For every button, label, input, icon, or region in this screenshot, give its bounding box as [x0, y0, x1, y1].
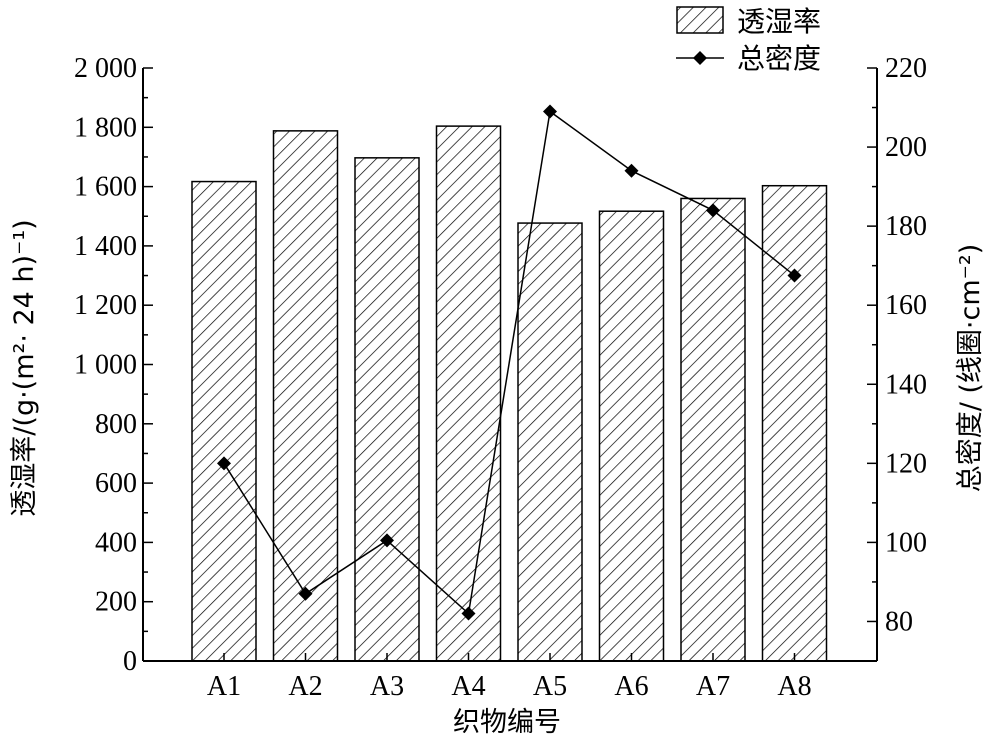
point-A1 — [217, 456, 231, 471]
y-right-tick-label: 220 — [885, 53, 927, 84]
line-series — [217, 104, 802, 621]
legend-bar-label: 透湿率 — [737, 5, 821, 38]
y-left-tick-label: 2 000 — [74, 53, 137, 84]
bar-A5 — [517, 222, 583, 662]
x-tick-label: A1 — [207, 671, 241, 702]
y-right-tick-label: 120 — [885, 448, 927, 479]
x-tick-label: A7 — [696, 671, 730, 702]
point-A3 — [380, 533, 394, 548]
axes: 0 200 400 600 800 1 000 1 200 1 400 1 600 1 800 2 … — [74, 53, 927, 702]
legend-bar-swatch — [676, 6, 724, 34]
point-A4 — [461, 606, 476, 621]
x-tick-label: A8 — [777, 671, 811, 702]
bar-series — [191, 125, 828, 662]
bar-A4 — [435, 125, 502, 662]
line-path — [223, 110, 795, 616]
y-left-tick-label: 1 000 — [74, 350, 137, 381]
legend: 透湿率 总密度 — [676, 5, 821, 75]
point-A2 — [298, 586, 313, 601]
point-A8 — [787, 268, 802, 283]
point-A7 — [706, 203, 720, 218]
x-tick-label: A3 — [370, 671, 404, 702]
point-A6 — [624, 163, 639, 178]
y-right-tick-label: 140 — [885, 369, 927, 400]
y-right-tick-label: 160 — [885, 290, 927, 321]
y-axis-left-title: 透湿率/(g·(m²· 24 h)⁻¹) — [9, 219, 40, 516]
y-right-tick-label: 80 — [885, 606, 913, 637]
bar-A1 — [191, 180, 257, 662]
x-tick-label: A5 — [533, 671, 567, 702]
x-tick-label: A6 — [614, 671, 648, 702]
y-left-tick-label: 1 400 — [74, 231, 137, 262]
y-axis-right-title: 总密度/ (线圈·cm⁻²) — [955, 244, 986, 493]
y-right-tick-label: 100 — [885, 527, 927, 558]
y-left-tick-label: 0 — [123, 646, 137, 677]
bar-A6 — [598, 210, 665, 662]
bar-A7 — [680, 197, 746, 662]
bar-A2 — [272, 130, 339, 662]
x-axis-title: 织物编号 — [453, 707, 561, 738]
legend-diamond-marker — [693, 51, 707, 65]
point-A5 — [543, 104, 557, 119]
y-left-tick-label: 1 800 — [74, 112, 137, 143]
bar-A8 — [761, 184, 828, 662]
y-right-tick-label: 180 — [885, 211, 927, 242]
x-tick-label: A4 — [451, 671, 485, 702]
x-tick-label: A2 — [288, 671, 322, 702]
y-left-tick-label: 1 600 — [74, 172, 137, 203]
y-right-tick-label: 200 — [885, 132, 927, 163]
y-left-tick-label: 1 200 — [74, 290, 137, 321]
legend-line-label: 总密度 — [737, 42, 821, 75]
y-left-tick-label: 800 — [95, 409, 137, 440]
y-left-tick-label: 200 — [95, 587, 137, 618]
y-left-tick-label: 400 — [95, 527, 137, 558]
bar-A3 — [354, 157, 420, 662]
y-left-tick-label: 600 — [95, 468, 137, 499]
